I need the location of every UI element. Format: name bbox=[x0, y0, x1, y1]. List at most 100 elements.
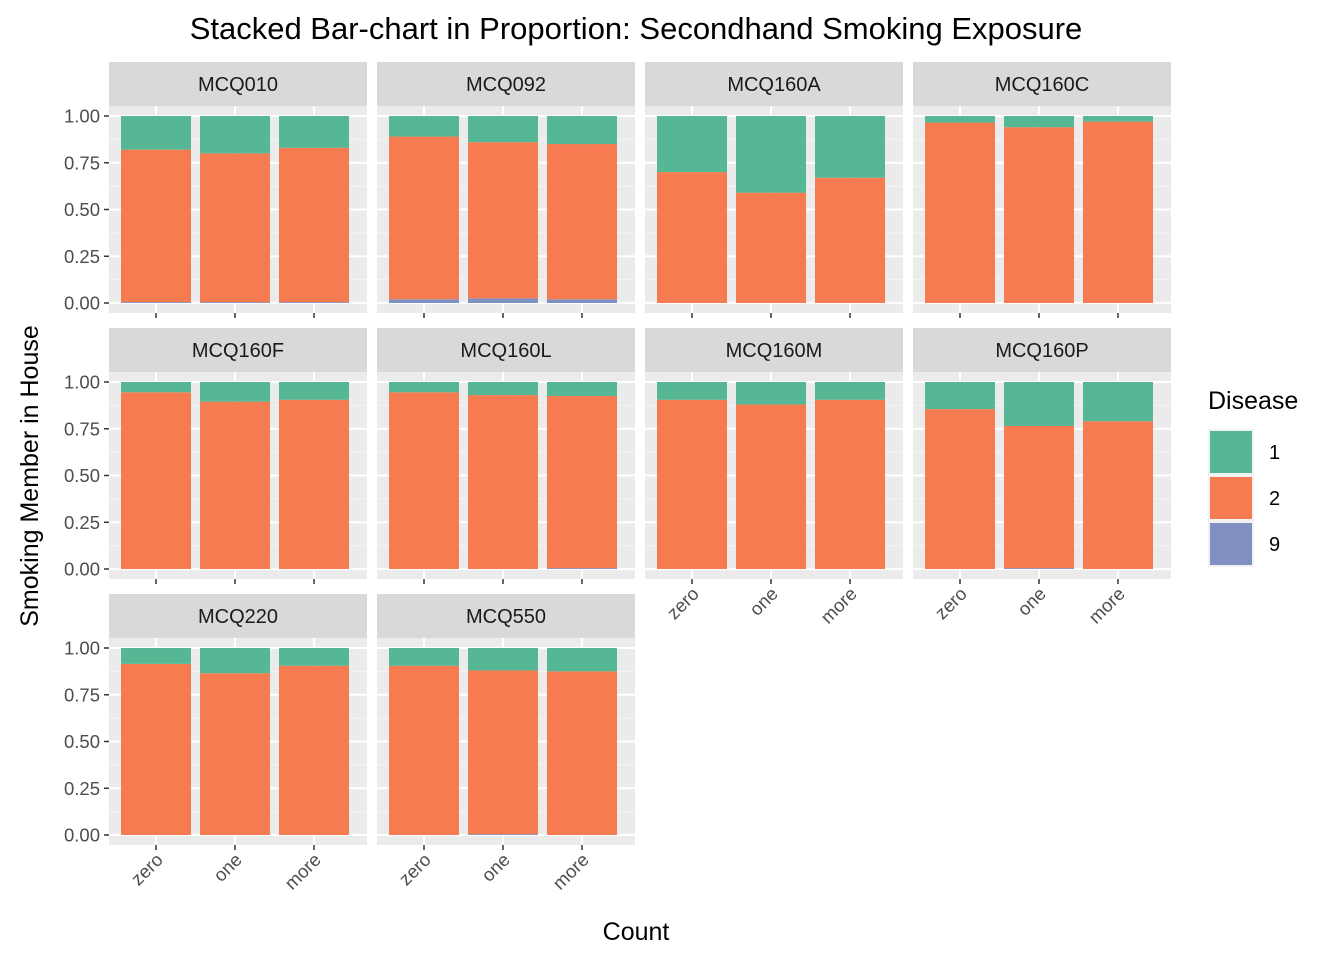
bar-segment bbox=[389, 392, 459, 569]
bar-segment bbox=[468, 834, 538, 835]
bar-segment bbox=[200, 302, 270, 303]
facet-strip-label: MCQ160M bbox=[726, 340, 823, 362]
bar-segment bbox=[547, 671, 617, 835]
y-tick-label: 0.00 bbox=[64, 293, 100, 314]
facet-strip-label: MCQ092 bbox=[466, 74, 546, 96]
facet-strip bbox=[109, 594, 367, 638]
facet-strip bbox=[109, 328, 367, 372]
x-tick-label: one bbox=[745, 583, 782, 620]
facet-panel: MCQ220 0.00 0.25 0.50 0.75 1.00 zero one more bbox=[64, 594, 367, 894]
facet-strip bbox=[645, 62, 903, 106]
facet-strip bbox=[109, 62, 367, 106]
facet-panel: MCQ160F 0.00 0.25 0.50 0.75 1.00 bbox=[64, 328, 367, 584]
bar-segment bbox=[925, 122, 995, 303]
x-tick-label: more bbox=[1084, 583, 1129, 628]
y-axis-title: Smoking Member in House bbox=[16, 325, 44, 627]
bar-segment bbox=[200, 401, 270, 569]
bar-segment bbox=[389, 299, 459, 303]
facet-strip bbox=[913, 328, 1171, 372]
legend: Disease 1 2 9 bbox=[1208, 387, 1298, 567]
bar-segment bbox=[1004, 382, 1074, 426]
facet-strip bbox=[377, 328, 635, 372]
bar-segment bbox=[389, 382, 459, 393]
facet-strip-label: MCQ160P bbox=[995, 340, 1088, 362]
bar-segment bbox=[657, 399, 727, 569]
facet-strip-label: MCQ160A bbox=[727, 74, 821, 96]
facet-panel: MCQ160M zero one more bbox=[645, 328, 903, 628]
bar-segment bbox=[547, 299, 617, 303]
y-tick-label: 0.25 bbox=[64, 778, 100, 799]
bar-segment bbox=[1004, 425, 1074, 569]
bar-segment bbox=[547, 396, 617, 569]
bar-segment bbox=[657, 382, 727, 400]
bar-segment bbox=[1083, 421, 1153, 569]
bar-segment bbox=[815, 116, 885, 178]
bar-segment bbox=[547, 116, 617, 145]
bar-segment bbox=[121, 663, 191, 835]
legend-key bbox=[1210, 523, 1252, 565]
legend-key bbox=[1210, 477, 1252, 519]
legend-label: 9 bbox=[1269, 534, 1280, 556]
y-tick-label: 0.75 bbox=[64, 418, 100, 439]
facet-strip-label: MCQ550 bbox=[466, 606, 546, 628]
y-tick-label: 1.00 bbox=[64, 372, 100, 393]
bar-segment bbox=[925, 382, 995, 410]
bar-segment bbox=[121, 116, 191, 150]
x-tick-label: more bbox=[816, 583, 861, 628]
bar-segment bbox=[468, 670, 538, 835]
bar-segment bbox=[389, 116, 459, 137]
bar-segment bbox=[200, 153, 270, 303]
x-tick-label: zero bbox=[931, 583, 971, 623]
bar-segment bbox=[279, 665, 349, 835]
bar-segment bbox=[200, 382, 270, 402]
bar-segment bbox=[468, 142, 538, 299]
bar-segment bbox=[279, 382, 349, 400]
bar-segment bbox=[121, 392, 191, 569]
bar-segment bbox=[389, 648, 459, 666]
x-tick-label: zero bbox=[127, 849, 167, 889]
bar-segment bbox=[1004, 116, 1074, 128]
legend-label: 1 bbox=[1269, 442, 1280, 464]
y-tick-label: 0.50 bbox=[64, 731, 100, 752]
facet-strip-label: MCQ010 bbox=[198, 74, 278, 96]
bar-segment bbox=[547, 568, 617, 569]
y-tick-label: 1.00 bbox=[64, 106, 100, 127]
x-tick-label: zero bbox=[395, 849, 435, 889]
facet-strip bbox=[377, 594, 635, 638]
bar-segment bbox=[468, 298, 538, 303]
y-tick-label: 0.00 bbox=[64, 825, 100, 846]
bar-segment bbox=[121, 302, 191, 303]
bar-segment bbox=[1083, 382, 1153, 422]
bar-segment bbox=[925, 116, 995, 123]
bar-segment bbox=[121, 149, 191, 303]
bar-segment bbox=[389, 665, 459, 835]
y-tick-label: 0.75 bbox=[64, 684, 100, 705]
bar-segment bbox=[279, 399, 349, 569]
bar-segment bbox=[1083, 121, 1153, 303]
bar-segment bbox=[468, 116, 538, 143]
x-tick-label: one bbox=[1013, 583, 1050, 620]
facet-panel: MCQ010 0.00 0.25 0.50 0.75 1.00 bbox=[64, 62, 367, 318]
bar-segment bbox=[547, 382, 617, 397]
bar-segment bbox=[815, 382, 885, 400]
bar-segment bbox=[1004, 568, 1074, 569]
bar-segment bbox=[736, 192, 806, 303]
bar-segment bbox=[547, 648, 617, 672]
facet-panel: MCQ160L bbox=[377, 328, 635, 584]
facet-strip bbox=[377, 62, 635, 106]
facet-panel: MCQ160P zero one more bbox=[913, 328, 1171, 628]
bar-segment bbox=[200, 673, 270, 835]
x-tick-label: one bbox=[209, 849, 246, 886]
bar-segment bbox=[200, 116, 270, 154]
x-tick-label: more bbox=[548, 849, 593, 894]
bar-segment bbox=[121, 382, 191, 393]
bar-segment bbox=[200, 648, 270, 674]
bar-segment bbox=[925, 409, 995, 569]
bar-segment bbox=[389, 136, 459, 300]
facet-panel: MCQ092 bbox=[377, 62, 635, 318]
x-tick-label: one bbox=[477, 849, 514, 886]
bar-segment bbox=[1083, 116, 1153, 122]
bar-segment bbox=[657, 116, 727, 173]
chart-title: Stacked Bar-chart in Proportion: Secondh… bbox=[190, 11, 1083, 46]
